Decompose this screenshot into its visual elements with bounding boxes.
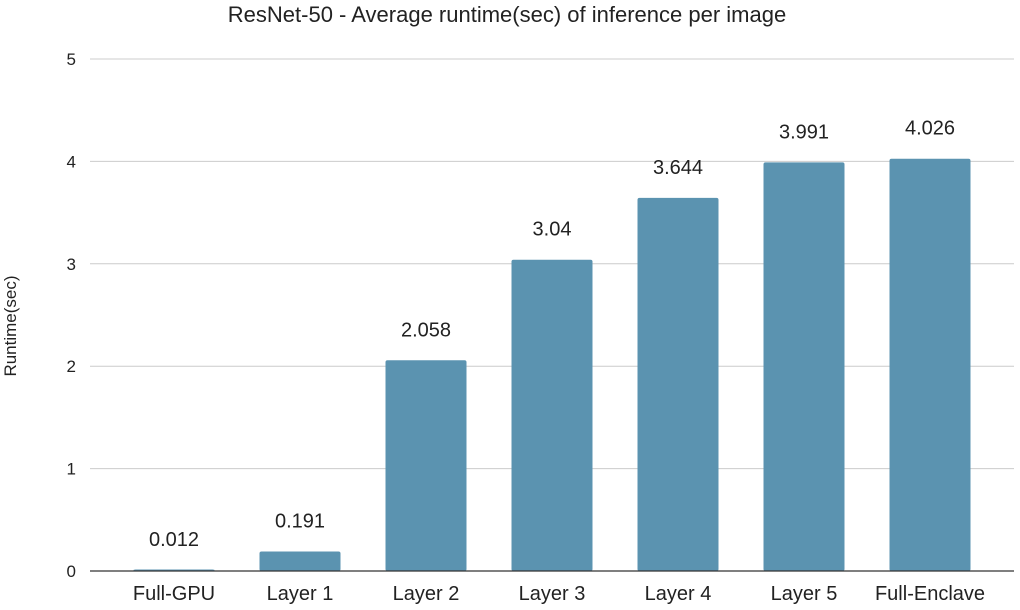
data-labels: 0.012 0.191 2.058 3.04 3.644 3.991 4.026 [149,118,955,551]
data-label: 0.012 [149,529,199,551]
x-tick-label: Layer 4 [645,583,712,605]
y-tick-label: 4 [67,152,76,171]
x-tick-label: Full-GPU [133,583,215,605]
data-label: 3.04 [533,219,572,241]
bar-layer-5 [763,162,845,571]
bars [133,158,971,571]
chart-title: ResNet-50 - Average runtime(sec) of infe… [228,2,786,27]
y-axis-ticks: 0 1 2 3 4 5 [67,50,76,581]
x-tick-label: Layer 2 [393,583,460,605]
x-tick-label: Layer 1 [267,583,334,605]
bar-full-enclave [889,158,971,571]
y-axis-label: Runtime(sec) [1,275,20,376]
y-tick-label: 3 [67,255,76,274]
y-tick-label: 2 [67,357,76,376]
data-label: 0.191 [275,510,325,532]
x-tick-label: Layer 5 [771,583,838,605]
data-label: 4.026 [905,118,955,140]
x-axis-ticks: Full-GPU Layer 1 Layer 2 Layer 3 Layer 4 Laye… [133,583,985,605]
data-label: 3.644 [653,157,703,179]
y-tick-label: 0 [67,562,76,581]
bar-layer-4 [637,197,719,571]
bar-layer-1 [259,551,341,571]
y-tick-label: 5 [67,50,76,69]
data-label: 2.058 [401,319,451,341]
x-tick-label: Full-Enclave [875,583,985,605]
y-tick-label: 1 [67,460,76,479]
data-label: 3.991 [779,121,829,143]
bar-layer-2 [385,360,467,571]
x-tick-label: Layer 3 [519,583,586,605]
bar-layer-3 [511,259,593,571]
